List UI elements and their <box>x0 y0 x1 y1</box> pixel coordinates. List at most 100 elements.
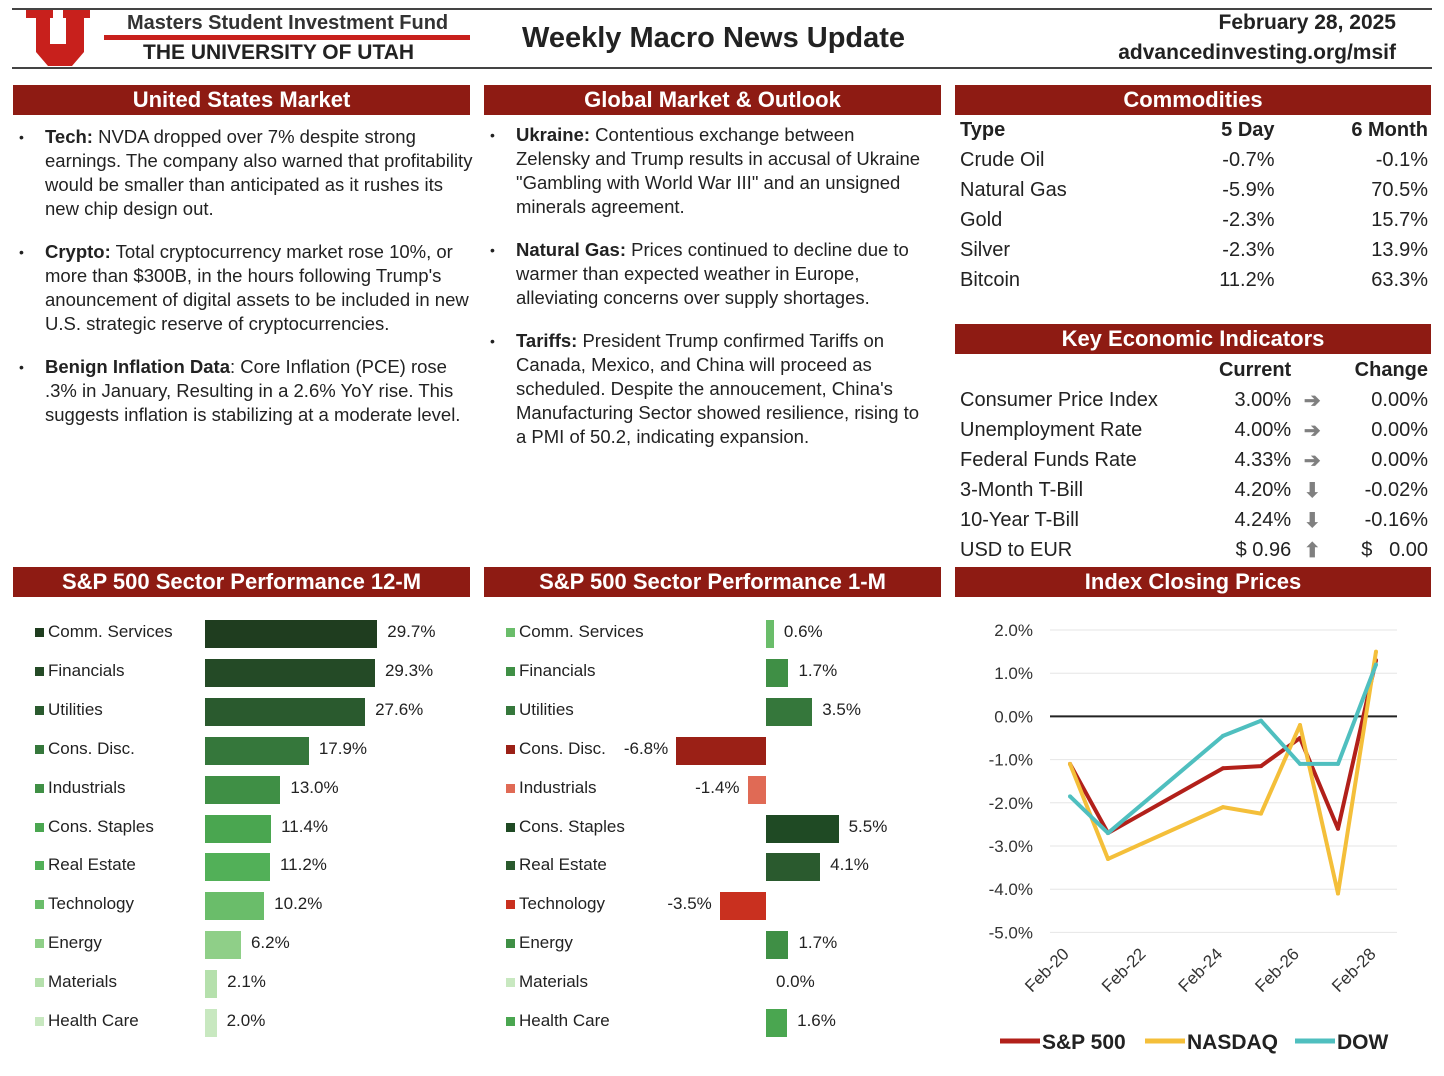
divider <box>12 67 1432 69</box>
category-label: Energy <box>35 929 102 957</box>
news-text: : Core Inflation (PCE) rose .3% in Janua… <box>45 356 461 425</box>
logo-rule <box>104 35 470 40</box>
category-label: Utilities <box>35 696 103 724</box>
data-point <box>1106 831 1110 836</box>
data-label: 4.1% <box>830 855 869 875</box>
category-name: Real Estate <box>48 855 136 875</box>
page-title: Weekly Macro News Update <box>522 22 906 54</box>
category-label: Financials <box>506 657 596 685</box>
university-logo <box>26 10 90 66</box>
y-tick-label: -5.0% <box>989 923 1033 942</box>
index-prices-header: Index Closing Prices <box>955 567 1431 597</box>
data-label: 29.3% <box>384 660 434 680</box>
news-label: Benign Inflation Data <box>45 356 230 377</box>
y-tick-label: -1.0% <box>989 751 1033 770</box>
trend-cell: ➔ <box>1295 415 1335 445</box>
bar <box>766 697 813 726</box>
col-header: 6 Month <box>1351 118 1428 141</box>
data-point <box>1259 811 1263 816</box>
category-name: Health Care <box>48 1011 139 1030</box>
data-label: 13.0% <box>290 777 339 797</box>
indicator-row: 10-Year T-Bill 4.24% ⬇ -0.16% <box>956 505 1432 535</box>
data-label: -3.5% <box>667 894 712 914</box>
category-name: Utilities <box>48 699 103 719</box>
six-month-change: 13.9% <box>1371 238 1428 261</box>
legend-swatch <box>35 783 44 793</box>
legend-label: S&P 500 <box>1042 1031 1126 1054</box>
commodity-name: Silver <box>960 238 1011 261</box>
bar <box>747 775 766 804</box>
data-label: 17.9% <box>318 738 368 758</box>
data-label: -6.8% <box>623 738 669 758</box>
commodity-name: Gold <box>960 208 1003 231</box>
indicator-current: 4.33% <box>1234 448 1292 471</box>
category-label: Real Estate <box>506 851 607 879</box>
sector-1m-header: S&P 500 Sector Performance 1-M <box>484 567 941 597</box>
data-point <box>1068 794 1072 799</box>
category-label: Financials <box>35 657 125 685</box>
six-month-change: 15.7% <box>1371 208 1428 231</box>
legend-swatch <box>35 1017 44 1026</box>
category-name: Real Estate <box>519 855 607 875</box>
news-text: Contentious exchange between Zelensky an… <box>516 124 921 217</box>
commodities-table: Type 5 Day 6 Month Crude Oil -0.7% -0.1% Natu… <box>956 115 1432 295</box>
data-point <box>1298 761 1302 766</box>
category-label: Cons. Disc. <box>35 735 135 763</box>
category-label: Health Care <box>506 1007 610 1035</box>
data-label: 1.7% <box>798 933 838 953</box>
legend-swatch <box>506 861 515 871</box>
news-text: Total cryptocurrency market rose 10%, or… <box>45 241 469 334</box>
commodity-row: Natural Gas -5.9% 70.5% <box>956 175 1432 205</box>
site-link[interactable]: advancedinvesting.org/msif <box>1118 41 1396 64</box>
trend-arrow-icon: ➔ <box>1303 389 1321 412</box>
indicator-change: 0.00% <box>1371 418 1428 441</box>
sector-12m-header: S&P 500 Sector Performance 12-M <box>13 567 470 597</box>
legend-swatch <box>506 900 515 910</box>
data-point <box>1374 649 1378 654</box>
data-point <box>1068 761 1072 766</box>
legend-swatch <box>506 705 515 715</box>
us-market-news: Tech: NVDA dropped over 7% despite stron… <box>13 125 473 446</box>
category-label: Comm. Services <box>506 618 644 646</box>
category-name: Comm. Services <box>48 622 173 641</box>
us-market-header: United States Market <box>13 85 470 115</box>
news-item: Crypto: Total cryptocurrency market rose… <box>13 240 473 336</box>
indicator-name: 3-Month T-Bill <box>960 478 1084 501</box>
data-label: 1.7% <box>798 660 838 680</box>
indicator-name: Consumer Price Index <box>960 388 1158 411</box>
category-label: Comm. Services <box>35 618 173 646</box>
news-label: Crypto: <box>45 241 111 262</box>
news-text: NVDA dropped over 7% despite strong earn… <box>45 126 473 219</box>
bar <box>766 1009 788 1037</box>
indicator-row: Consumer Price Index 3.00% ➔ 0.00% <box>956 385 1432 415</box>
trend-arrow-icon: ⬇ <box>1303 509 1321 532</box>
category-name: Technology <box>48 894 135 914</box>
legend-swatch <box>506 666 515 676</box>
six-month-change: 70.5% <box>1371 178 1428 201</box>
category-name: Industrials <box>48 777 126 797</box>
bar <box>766 814 839 843</box>
indicator-change: -0.02% <box>1364 478 1428 501</box>
bar <box>766 931 789 960</box>
data-label: 11.4% <box>281 816 329 836</box>
sector-12m-chart: Comm. Services 29.7% Financials 29.3% Utilit… <box>13 618 470 1048</box>
news-item: Tariffs: President Trump confirmed Tarif… <box>484 329 932 449</box>
indicator-name: Unemployment Rate <box>960 418 1143 441</box>
bar <box>205 931 241 960</box>
bar <box>205 775 281 804</box>
indicators-table: Current Change Consumer Price Index 3.00% ➔… <box>956 355 1432 565</box>
data-label: 0.6% <box>783 622 823 641</box>
five-day-change: -2.3% <box>1222 238 1275 261</box>
category-name: Health Care <box>519 1011 610 1030</box>
category-name: Industrials <box>519 777 597 797</box>
news-item: Benign Inflation Data: Core Inflation (P… <box>13 355 473 427</box>
category-name: Energy <box>48 933 102 953</box>
category-name: Utilities <box>519 699 574 719</box>
trend-cell: ⬆ <box>1295 535 1335 565</box>
category-name: Technology <box>519 894 606 914</box>
commodity-row: Crude Oil -0.7% -0.1% <box>956 145 1432 175</box>
y-tick-label: -2.0% <box>989 794 1033 813</box>
series-line-nasdaq <box>1068 651 1378 896</box>
category-name: Cons. Staples <box>48 816 154 836</box>
six-month-change: -0.1% <box>1375 148 1428 171</box>
